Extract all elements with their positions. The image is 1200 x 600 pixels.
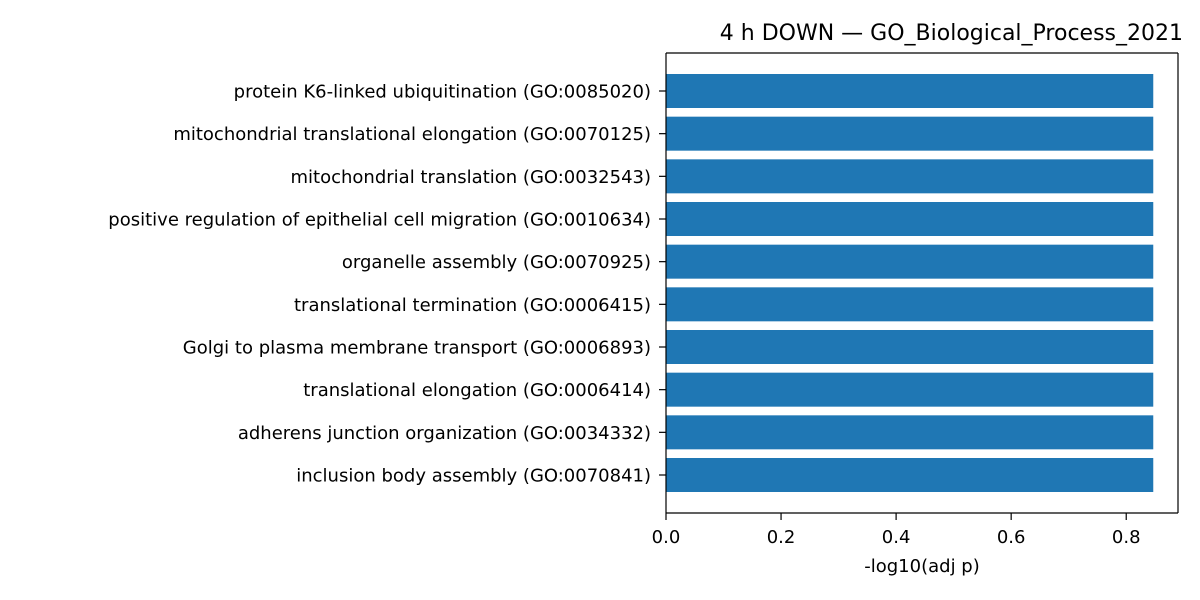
category-label: inclusion body assembly (GO:0070841) bbox=[296, 466, 651, 487]
bar bbox=[666, 415, 1154, 450]
category-label: positive regulation of epithelial cell m… bbox=[108, 210, 651, 231]
category-labels-group: protein K6-linked ubiquitination (GO:008… bbox=[108, 82, 666, 487]
category-label: protein K6-linked ubiquitination (GO:008… bbox=[234, 82, 651, 103]
bar bbox=[666, 287, 1154, 322]
category-label: organelle assembly (GO:0070925) bbox=[342, 252, 651, 273]
x-axis-label: -log10(adj p) bbox=[864, 556, 980, 577]
x-tick-label: 0.4 bbox=[882, 527, 911, 548]
bar bbox=[666, 330, 1154, 364]
x-axis: 0.0 0.2 0.4 0.6 0.8 bbox=[652, 513, 1141, 548]
bar bbox=[666, 159, 1154, 194]
category-label: mitochondrial translation (GO:0032543) bbox=[291, 167, 652, 188]
category-label: translational termination (GO:0006415) bbox=[294, 295, 651, 316]
category-label: translational elongation (GO:0006414) bbox=[303, 380, 651, 401]
bar bbox=[666, 372, 1154, 407]
x-tick-label: 0.6 bbox=[997, 527, 1026, 548]
axes-spines bbox=[665, 52, 1179, 514]
x-tick-label: 0.8 bbox=[1112, 527, 1141, 548]
bar bbox=[666, 244, 1154, 279]
bar bbox=[666, 202, 1154, 236]
bar bbox=[666, 74, 1154, 108]
bar bbox=[666, 458, 1154, 492]
category-label: mitochondrial translational elongation (… bbox=[173, 124, 651, 145]
x-tick-label: 0.2 bbox=[767, 527, 796, 548]
bars-group bbox=[666, 74, 1154, 492]
bar bbox=[666, 116, 1154, 151]
x-tick-label: 0.0 bbox=[652, 527, 681, 548]
category-label: Golgi to plasma membrane transport (GO:0… bbox=[183, 338, 651, 359]
chart-title: 4 h DOWN — GO_Biological_Process_2021 bbox=[720, 21, 1183, 46]
category-label: adherens junction organization (GO:00343… bbox=[238, 423, 651, 444]
